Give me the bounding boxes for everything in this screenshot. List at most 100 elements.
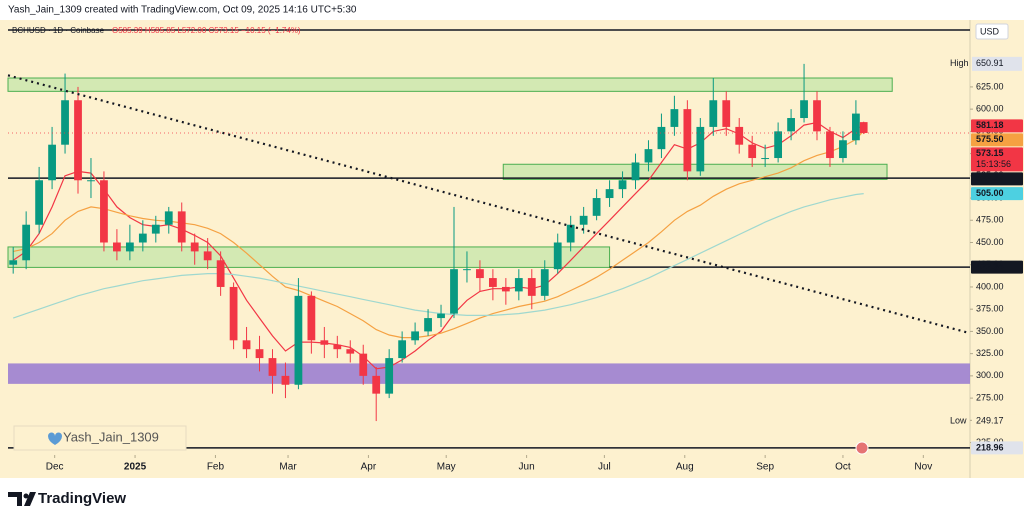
candle-body xyxy=(748,144,757,159)
candle-body xyxy=(839,140,847,159)
candle-body xyxy=(151,224,160,234)
candle-body xyxy=(424,318,432,332)
candle-body xyxy=(618,180,627,190)
candle-body xyxy=(800,100,808,119)
price-tag xyxy=(971,119,1023,133)
x-tick-label: Nov xyxy=(914,462,932,473)
price-tag xyxy=(971,187,1023,201)
candle-body xyxy=(489,278,497,287)
event-flag xyxy=(855,441,869,455)
watermark-box xyxy=(13,425,187,451)
plot xyxy=(7,63,971,449)
price-tag-label: 573.15 xyxy=(976,148,1004,158)
extreme-tag-name: Low xyxy=(950,415,967,425)
candle-body xyxy=(125,242,134,252)
y-tick-label: 275.00 xyxy=(976,392,1004,402)
x-tick-label: Oct xyxy=(835,462,851,473)
trendline xyxy=(7,74,971,335)
candle-body xyxy=(670,109,679,127)
y-tick-label: 375.00 xyxy=(976,304,1004,314)
extreme-tag-box xyxy=(972,414,1022,429)
candle-body xyxy=(696,126,705,172)
zone xyxy=(8,363,970,384)
candle-body xyxy=(385,358,394,394)
candle-body xyxy=(774,131,783,159)
candle-body xyxy=(852,113,860,141)
extreme-tag-value: 650.91 xyxy=(976,58,1004,68)
candle-body xyxy=(346,349,355,354)
candle-body xyxy=(242,340,251,350)
candle-body xyxy=(722,100,731,127)
x-tick-label: Jul xyxy=(598,462,611,473)
x-tick-label: Apr xyxy=(361,462,377,473)
candle-body xyxy=(61,100,69,145)
candle-body xyxy=(9,260,18,265)
extreme-tag-name: High xyxy=(950,58,969,68)
candle-body xyxy=(826,131,834,159)
candle-body xyxy=(709,100,718,127)
x-tick-label: Sep xyxy=(756,462,774,473)
x-tick-label: Mar xyxy=(279,462,297,473)
price-tag-label: 218.96 xyxy=(976,442,1004,452)
candle-body xyxy=(437,313,445,319)
candle-body xyxy=(113,242,121,252)
extreme-tag-value: 249.17 xyxy=(976,415,1004,425)
zone xyxy=(502,163,888,180)
candle-body xyxy=(761,158,770,160)
candle-body xyxy=(527,278,536,296)
candle-body xyxy=(476,269,484,279)
candle-body xyxy=(203,251,212,261)
quote: O585.39 H585.85 L572.00 C573.15 −10.15 (… xyxy=(112,26,301,35)
watermark: Yash_Jain_1309 xyxy=(63,429,159,444)
price-tag-label: 505.00 xyxy=(976,188,1004,198)
candle-body xyxy=(48,144,56,181)
price-tag-label: 422.34 xyxy=(976,261,1004,271)
candle-body xyxy=(683,109,692,172)
zone xyxy=(7,77,893,92)
candle-body xyxy=(100,180,108,243)
y-tick-label: 300.00 xyxy=(976,370,1004,380)
price-tag-label: 581.18 xyxy=(976,120,1004,130)
y-tick-label: 475.00 xyxy=(976,215,1004,225)
candle-body xyxy=(177,211,186,243)
candle-body xyxy=(294,295,303,385)
candle-body xyxy=(190,242,199,252)
brand: TradingView xyxy=(38,490,126,507)
candle-body xyxy=(813,100,821,132)
candle-body xyxy=(281,375,290,385)
candle-body xyxy=(592,198,601,216)
zone xyxy=(7,246,611,268)
candle-body xyxy=(605,189,614,199)
candle-body xyxy=(553,242,562,270)
x-tick-label: Dec xyxy=(46,462,64,473)
candle-body xyxy=(450,269,458,314)
header: Yash_Jain_1309 created with TradingView.… xyxy=(8,5,357,16)
candle-body xyxy=(787,118,795,132)
price-tag xyxy=(971,441,1023,455)
candle-body xyxy=(579,215,588,225)
y-tick-label: 325.00 xyxy=(976,348,1004,358)
y-tick-label: 400.00 xyxy=(976,281,1004,291)
candle-body xyxy=(735,126,744,145)
countdown: 15:13:56 xyxy=(976,159,1011,169)
x-tick-label: Aug xyxy=(676,462,694,473)
y-tick-label: 600.00 xyxy=(976,104,1004,114)
y-tick-label: 350.00 xyxy=(976,326,1004,336)
candle-body xyxy=(644,149,653,163)
brand-logo xyxy=(8,492,36,506)
candle-body xyxy=(501,286,510,292)
candle-body xyxy=(74,100,82,181)
candle-body xyxy=(411,331,419,341)
candle-body xyxy=(540,269,549,296)
candle-body xyxy=(463,269,471,271)
chart-title: BCHUSD · 1D · Coinbase xyxy=(12,26,105,35)
candle-body xyxy=(514,278,523,292)
candle-body xyxy=(657,126,666,150)
price-tag xyxy=(971,147,1023,172)
x-tick-label: May xyxy=(437,462,456,473)
candle-body xyxy=(164,211,173,225)
candle-body xyxy=(333,344,342,350)
currency-box xyxy=(975,23,1009,40)
